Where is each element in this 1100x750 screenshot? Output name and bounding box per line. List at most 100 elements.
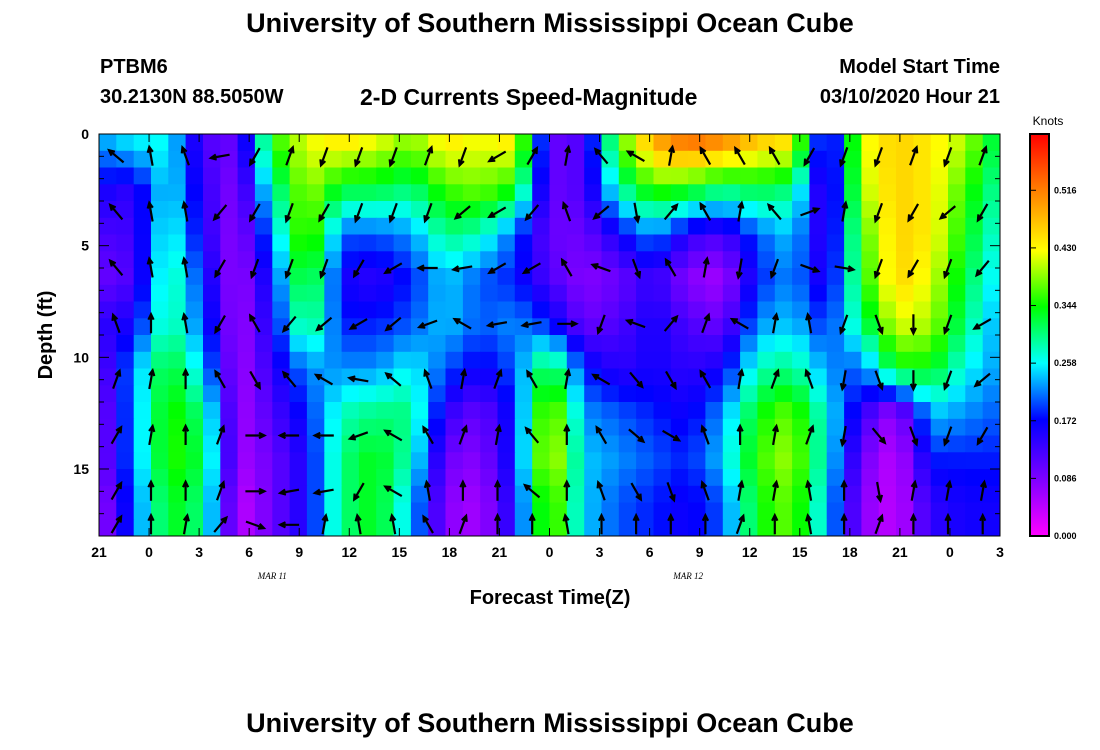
heatmap-cell (809, 351, 828, 370)
heatmap-cell (705, 251, 724, 269)
heatmap-cell (965, 234, 984, 252)
heatmap-cell (913, 150, 932, 169)
heatmap-cell (237, 502, 256, 520)
heatmap-cell (792, 335, 810, 353)
heatmap-cell (133, 184, 152, 202)
heatmap-cell (220, 217, 239, 236)
current-vector-head (460, 367, 468, 377)
heatmap-cell (445, 167, 464, 185)
heatmap-cell (133, 284, 152, 303)
heatmap-cell (532, 284, 551, 303)
heatmap-cell (358, 452, 377, 470)
current-vector (735, 515, 745, 535)
heatmap-cell (584, 385, 603, 403)
heatmap-cell (462, 251, 481, 269)
heatmap-cell (774, 402, 793, 420)
heatmap-cell (410, 234, 429, 252)
heatmap-cell (185, 402, 204, 420)
heatmap-cell (237, 485, 256, 504)
heatmap-cell (341, 284, 360, 303)
colorbar-tick-label: 0.344 (1054, 301, 1077, 311)
heatmap-cell (809, 452, 828, 470)
heatmap-cell (601, 418, 620, 437)
heatmap-cell (480, 335, 499, 353)
heatmap-cell (168, 251, 187, 269)
heatmap-cell (99, 184, 117, 202)
heatmap-cell (618, 134, 637, 152)
current-vector (316, 316, 333, 331)
heatmap-cell (688, 519, 706, 536)
heatmap-cell (549, 284, 568, 303)
heatmap-cell (376, 485, 395, 504)
heatmap-cell (410, 335, 429, 353)
heatmap-cell (358, 351, 377, 370)
current-vector-head (147, 479, 155, 488)
current-vector-head (769, 270, 777, 280)
heatmap-cell (965, 485, 984, 504)
heatmap-cell (826, 335, 845, 353)
heatmap-cell (618, 368, 637, 386)
current-vector-head (107, 148, 116, 157)
heatmap-cell (896, 502, 914, 520)
heatmap-cell (324, 435, 343, 453)
heatmap-cell (705, 418, 724, 437)
heatmap-cell (774, 469, 793, 487)
heatmap-cell (740, 268, 758, 286)
heatmap-cell (462, 134, 481, 152)
current-vector-head (352, 270, 360, 279)
heatmap-cell (532, 452, 551, 470)
heatmap-cell (809, 368, 828, 386)
current-vector-head (772, 479, 780, 489)
current-vector-head (699, 145, 707, 155)
heatmap-cell (376, 251, 395, 269)
heatmap-cell (948, 167, 966, 185)
heatmap-cell (185, 418, 204, 437)
heatmap-cell (844, 418, 862, 437)
heatmap-cell (133, 519, 152, 536)
heatmap-cell (237, 167, 256, 185)
heatmap-cell (705, 385, 724, 403)
current-vector (874, 515, 884, 535)
heatmap-cell (306, 485, 325, 504)
heatmap-cell (705, 268, 724, 286)
heatmap-cell (272, 184, 291, 202)
heatmap-cell (601, 485, 620, 504)
heatmap-cell (410, 519, 429, 536)
heatmap-cell (203, 402, 221, 420)
current-vector-head (383, 485, 392, 493)
heatmap-cell (826, 452, 845, 470)
heatmap-cell (272, 335, 291, 353)
heatmap-cell (445, 217, 464, 236)
heatmap-cell (497, 452, 516, 470)
heatmap-cell (844, 502, 862, 520)
heatmap-cell (428, 335, 447, 353)
heatmap-cell (549, 452, 568, 470)
heatmap-cell (99, 385, 117, 403)
heatmap-cell (462, 318, 481, 336)
heatmap-cell (826, 251, 845, 269)
heatmap-cell (532, 184, 551, 202)
current-vector-head (148, 367, 156, 377)
current-vector-head (423, 479, 431, 489)
heatmap-cell (428, 184, 447, 202)
heatmap-cell (133, 335, 152, 353)
current-vector (525, 427, 540, 444)
heatmap-cell (133, 351, 152, 370)
heatmap-cell (168, 385, 187, 403)
heatmap-cell (584, 134, 603, 152)
current-vector-head (597, 512, 606, 522)
heatmap-cell (948, 217, 966, 236)
heatmap-cell (549, 351, 568, 370)
heatmap-cell (913, 134, 932, 152)
heatmap-cell (774, 318, 793, 336)
current-vector-head (699, 201, 707, 210)
heatmap-cell (584, 335, 603, 353)
heatmap-cell (913, 184, 932, 202)
heatmap-cell (618, 201, 637, 219)
current-vector-head (524, 426, 532, 435)
heatmap-cell (168, 318, 187, 336)
heatmap-cell (653, 284, 672, 303)
heatmap-cell (133, 268, 152, 286)
heatmap-cell (948, 150, 966, 169)
heatmap-cell (237, 452, 256, 470)
